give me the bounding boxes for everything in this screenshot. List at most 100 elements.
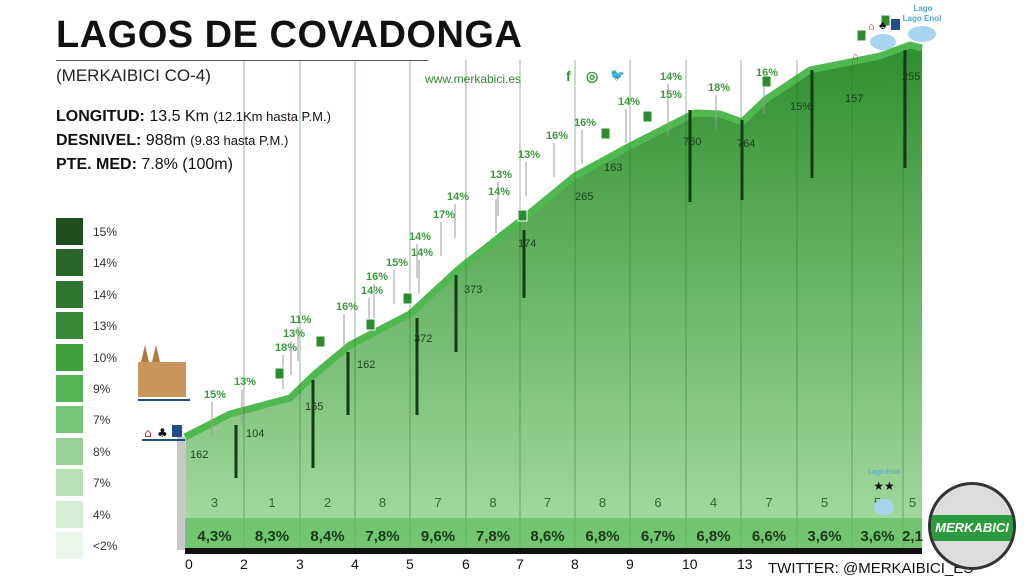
- title-divider: [56, 60, 428, 61]
- ramp-grade-label: 14%: [618, 96, 640, 108]
- house-icon: ⌂: [868, 21, 875, 33]
- parking-icon: [315, 335, 326, 348]
- ramp-grade-label: 14%: [361, 285, 383, 297]
- lake-icon: [870, 34, 896, 50]
- ramp-grade-label: 16%: [336, 301, 358, 313]
- legend-swatch: [56, 375, 83, 402]
- altitude-label: 162: [190, 449, 208, 461]
- parking-icon: [172, 425, 182, 437]
- ramp-grade-label: 11%: [290, 314, 312, 326]
- legend-label: <2%: [93, 539, 118, 553]
- ramp-grade-label: 15%: [386, 257, 408, 269]
- ramp-grade-label: 14%: [660, 71, 682, 83]
- website-link[interactable]: www.merkabici.es: [425, 72, 522, 86]
- lake-label: Lago Enol: [868, 469, 900, 476]
- segment-grade-label: 6,7%: [641, 528, 675, 545]
- parking-icon: [880, 14, 891, 27]
- legend-label: 14%: [93, 287, 118, 302]
- altitude-label: 163: [604, 162, 622, 174]
- altitude-label: 373: [464, 284, 482, 296]
- parking-icon: [365, 318, 376, 331]
- instagram-icon[interactable]: ◎: [586, 68, 599, 84]
- legend-swatch: [56, 312, 83, 340]
- segment-grade-label: 9,6%: [421, 528, 455, 545]
- segment-grade-label: 8,4%: [310, 528, 344, 545]
- lake-icon: [908, 26, 936, 42]
- x-tick-label: 13: [737, 556, 753, 572]
- segment-grade-label: 6,8%: [696, 528, 730, 545]
- segment-number-label: 7: [765, 495, 772, 510]
- altitude-label: 764: [737, 138, 755, 150]
- segment-number-label: 4: [710, 495, 717, 510]
- page-title: LAGOS DE COVADONGA: [56, 14, 523, 56]
- legend-label: 14%: [93, 256, 118, 271]
- altitude-label: 165: [305, 401, 323, 413]
- x-tick-label: 4: [351, 556, 359, 572]
- ramp-grade-label: 14%: [488, 186, 510, 198]
- altitude-label: 104: [246, 428, 264, 440]
- logo-text: MERKABICI: [931, 515, 1013, 541]
- baseline-bar: [185, 548, 922, 554]
- ramp-grade-label: 17%: [433, 209, 455, 221]
- ramp-grade-label: 18%: [275, 342, 297, 354]
- merkabici-logo: MERKABICI: [928, 482, 1016, 570]
- segment-number-label: 7: [544, 495, 551, 510]
- altitude-label: 162: [357, 359, 375, 371]
- ramp-grade-label: 13%: [490, 169, 512, 181]
- altitude-label: 157: [845, 93, 863, 105]
- basilica-spire: [141, 345, 149, 362]
- segment-grade-label: 8,6%: [530, 528, 564, 545]
- parking-icon: [856, 29, 867, 42]
- legend-label: 7%: [93, 476, 111, 491]
- x-tick-label: 0: [185, 556, 193, 572]
- x-tick-label: 9: [626, 556, 634, 572]
- segment-number-label: 5: [821, 495, 828, 510]
- stars-label: ★★: [873, 479, 895, 493]
- segment-grade-label: 6,8%: [585, 528, 619, 545]
- segment-grade-label: 3,6%: [807, 528, 841, 545]
- legend-label: 7%: [93, 413, 111, 428]
- legend-label: 4%: [93, 507, 111, 522]
- ramp-grade-label: 15%: [204, 389, 226, 401]
- twitter-icon[interactable]: 🐦: [610, 68, 625, 82]
- legend-label: 9%: [93, 382, 111, 396]
- segment-number-label: 8: [599, 495, 606, 510]
- altitude-label: 372: [414, 333, 432, 345]
- segment-number-label: 1: [268, 495, 275, 510]
- x-tick-label: 10: [682, 556, 698, 572]
- altitude-label: 760: [683, 136, 701, 148]
- segment-grade-label: 8,3%: [255, 528, 289, 545]
- ramp-grade-label: 16%: [546, 130, 568, 142]
- parking-icon: [517, 209, 528, 222]
- legend-swatch: [56, 343, 83, 371]
- legend-swatch: [56, 532, 83, 559]
- facebook-icon[interactable]: f: [566, 68, 571, 84]
- stat-longitud: LONGITUD: 13.5 Km (12.1Km hasta P.M.): [56, 108, 331, 125]
- segment-grade-label: 2,1: [902, 528, 923, 545]
- segment-number-label: 8: [379, 495, 386, 510]
- ramp-grade-label: 13%: [518, 149, 540, 161]
- altitude-label: 174: [518, 238, 536, 250]
- subtitle: (MERKAIBICI CO-4): [56, 66, 211, 85]
- parking-icon: [600, 127, 611, 140]
- altitude-label: 265: [575, 191, 593, 203]
- ramp-grade-label: 16%: [574, 117, 596, 129]
- basilica-spire: [152, 345, 160, 362]
- grade-band: [185, 518, 922, 548]
- ramp-grade-label: 16%: [366, 271, 388, 283]
- legend-swatch: [56, 500, 83, 528]
- parking-icon: [891, 19, 900, 30]
- ramp-grade-label: 13%: [234, 376, 256, 388]
- x-tick-label: 7: [516, 556, 524, 572]
- tree-icon: ♣: [879, 20, 886, 32]
- segment-grade-label: 4,3%: [197, 528, 231, 545]
- x-tick-label: 3: [296, 556, 304, 572]
- segment-grade-label: 6,6%: [752, 528, 786, 545]
- altitude-label: 255: [902, 71, 920, 83]
- altitude-label: 15%: [790, 101, 812, 113]
- segment-grade-label: 3,6%: [860, 528, 894, 545]
- x-tick-label: 2: [240, 556, 248, 572]
- legend-swatch: [56, 469, 83, 497]
- legend-swatch: [56, 218, 83, 245]
